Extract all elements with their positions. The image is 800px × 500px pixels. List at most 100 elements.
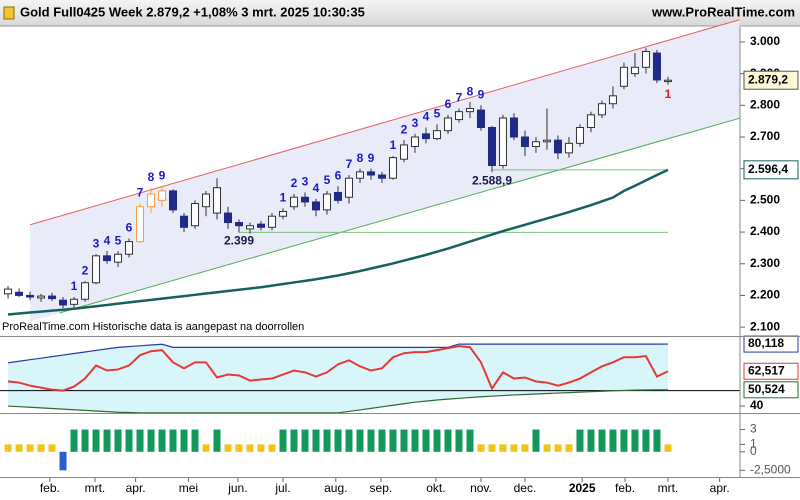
sequence-count: 3 xyxy=(93,236,100,250)
sequence-count: 6 xyxy=(445,97,452,111)
candle-body xyxy=(498,117,507,167)
histogram-bar xyxy=(664,444,672,452)
y-tick-label: 2.500 xyxy=(750,193,780,207)
histogram-bar xyxy=(488,444,496,452)
sequence-count: 2 xyxy=(82,263,89,277)
x-tick-label: apr. xyxy=(126,481,146,495)
candle-body xyxy=(355,171,364,179)
sequence-count: 5 xyxy=(434,107,441,121)
histogram-bar xyxy=(81,429,89,452)
sequence-count: 4 xyxy=(423,110,430,124)
candle-body xyxy=(531,141,540,148)
candle-body xyxy=(257,223,266,228)
sequence-count: 8 xyxy=(148,170,155,184)
moving-average xyxy=(7,168,669,316)
histogram-bar xyxy=(477,444,485,452)
histogram-bar xyxy=(246,444,254,452)
sequence-count: 6 xyxy=(335,168,342,182)
header-title: Gold Full0425 Week 2.879,2 +1,08% 3 mrt.… xyxy=(20,4,365,19)
histogram-bar xyxy=(191,429,199,452)
candle-body xyxy=(268,215,277,228)
candle-body xyxy=(70,298,79,305)
x-tick-label: mrt. xyxy=(85,481,106,495)
y-tick-label: 3 xyxy=(750,422,757,436)
histogram-bar xyxy=(356,429,364,452)
sequence-count: 2 xyxy=(401,122,408,136)
candle-body xyxy=(136,206,145,243)
candle-body xyxy=(15,291,24,296)
histogram-bar xyxy=(598,429,606,452)
candle-body xyxy=(37,295,46,299)
candle-body xyxy=(586,114,595,128)
candle-body xyxy=(59,299,68,306)
sequence-count: 6 xyxy=(126,221,133,235)
histogram-bar xyxy=(136,429,144,452)
candle-body xyxy=(509,117,518,138)
candle-body xyxy=(641,50,650,68)
indicator-line xyxy=(7,345,669,392)
histogram-bar xyxy=(301,429,309,452)
sequence-count: 8 xyxy=(467,84,474,98)
y-tick-label: 2.100 xyxy=(750,319,780,333)
candle-body xyxy=(147,193,156,208)
histogram-bar xyxy=(609,429,617,452)
value-box xyxy=(743,362,799,380)
header-icon xyxy=(3,6,15,20)
value-box xyxy=(743,70,799,90)
y-tick-label: 0 xyxy=(750,444,757,458)
y-tick-label: 2.400 xyxy=(750,224,780,238)
histogram-bar xyxy=(213,429,221,452)
candle-body xyxy=(4,288,13,295)
x-tick-label: aug. xyxy=(324,481,347,495)
sequence-count: 2 xyxy=(291,176,298,190)
histogram-bar xyxy=(235,444,243,452)
candle-body xyxy=(432,130,441,140)
value-box-label: 2.596,4 xyxy=(748,162,788,176)
x-tick-label: 2025 xyxy=(569,481,596,495)
candle-body xyxy=(213,187,222,214)
candle-body xyxy=(103,255,112,262)
candle-body xyxy=(289,196,298,208)
candle-body xyxy=(652,52,661,81)
candle-body xyxy=(454,111,463,121)
candle-body xyxy=(311,201,320,211)
candle-body xyxy=(158,190,167,201)
sequence-count: 1 xyxy=(71,279,78,293)
candle-body xyxy=(476,109,485,128)
histogram-bar xyxy=(400,429,408,452)
histogram-bar xyxy=(422,429,430,452)
histogram-bar xyxy=(147,429,155,452)
candle-body xyxy=(564,142,573,154)
candle-body xyxy=(663,79,672,83)
candle-body xyxy=(26,294,35,298)
histogram-bar xyxy=(510,444,518,452)
sequence-count: 9 xyxy=(159,168,166,182)
value-box-label: 2.879,2 xyxy=(748,72,788,86)
histogram-bar xyxy=(378,429,386,452)
price-annotation: 2.588,9 xyxy=(472,173,512,187)
x-tick-label: okt. xyxy=(426,481,445,495)
histogram-bar xyxy=(26,444,34,452)
histogram-bar xyxy=(202,444,210,452)
sequence-count: 7 xyxy=(456,91,463,105)
histogram-bar xyxy=(543,444,551,452)
y-tick-label: 2.800 xyxy=(750,97,780,111)
histogram-bar xyxy=(15,444,23,452)
x-tick-label: dec. xyxy=(514,481,537,495)
candle-body xyxy=(575,126,584,144)
value-box-label: 80,118 xyxy=(748,336,784,350)
candle-body xyxy=(48,295,57,300)
value-box-label: 62,517 xyxy=(748,363,785,377)
y-tick-label: 2.200 xyxy=(750,288,780,302)
histogram-bar xyxy=(466,429,474,452)
sequence-count: 1 xyxy=(665,87,672,101)
header-site: www.ProRealTime.com xyxy=(651,4,795,19)
histogram-bar xyxy=(323,429,331,452)
histogram-bar xyxy=(499,444,507,452)
histogram-bar xyxy=(521,444,529,452)
sequence-count: 3 xyxy=(412,116,419,130)
x-tick-label: sep. xyxy=(370,481,393,495)
y-tick-label: 40 xyxy=(750,398,764,412)
candle-body xyxy=(608,95,617,105)
